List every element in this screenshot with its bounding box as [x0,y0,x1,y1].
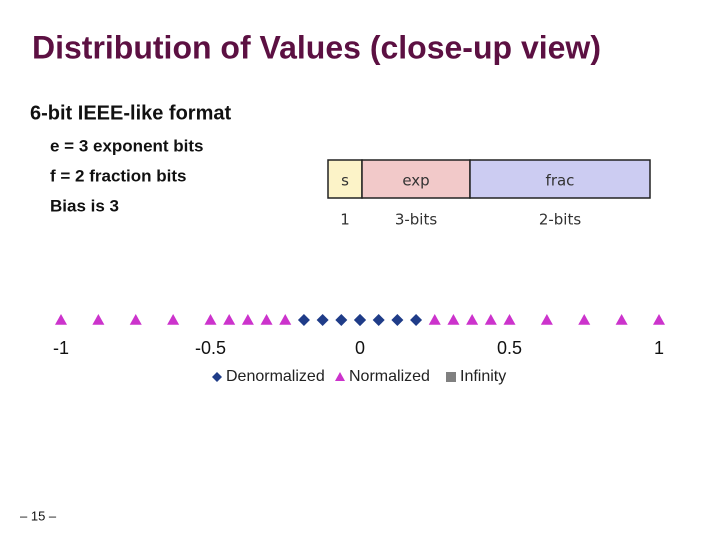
chart: -1 -0.5 0 0.5 1 Denormalized Normalized Infinit… [53,314,665,385]
heading: 6-bit IEEE-like format [30,102,231,124]
point [204,314,217,325]
point [391,314,404,326]
width-label: 3-bits [395,211,438,229]
x-tick-label: -0.5 [195,338,226,358]
cell-label: exp [402,172,429,190]
legend-marker [446,372,456,382]
point [540,314,553,325]
bullet: f = 2 fraction bits [50,166,187,185]
x-tick-label: -1 [53,338,69,358]
point [279,314,292,325]
width-label: 2-bits [539,211,582,229]
point [316,314,329,326]
bullet: e = 3 exponent bits [50,136,204,155]
point [335,314,348,326]
point [260,314,273,325]
point [297,314,310,326]
point [428,314,441,325]
legend-label: Normalized [349,368,430,385]
width-label: 1 [340,211,350,229]
x-tick-label: 1 [654,338,664,358]
cell-label: frac [546,172,575,190]
legend-label: Infinity [460,368,506,385]
cell-label: s [341,172,349,190]
sign-cell [327,159,363,199]
point [167,314,180,325]
x-tick-label: 0.5 [497,338,522,358]
point [466,314,479,325]
page-number: – 15 – [20,508,57,523]
point [354,314,366,326]
slide-title: Distribution of Values (close-up view) [32,29,601,65]
exp-cell [361,159,471,199]
point [410,314,423,326]
point [55,314,67,325]
point [615,314,628,325]
point [653,314,665,325]
point [223,314,236,325]
point [578,314,591,325]
legend-label: Denormalized [226,368,325,385]
point [129,314,142,325]
point [447,314,460,325]
x-tick-label: 0 [355,338,365,358]
point [484,314,497,325]
point [503,314,516,325]
legend-marker [335,372,345,381]
point [241,314,254,325]
point [92,314,105,325]
point [372,314,385,326]
frac-cell [469,159,651,199]
format-box: s exp frac 1 3-bits 2-bits [327,159,651,229]
bullet: Bias is 3 [50,196,119,215]
legend-marker [212,372,222,382]
